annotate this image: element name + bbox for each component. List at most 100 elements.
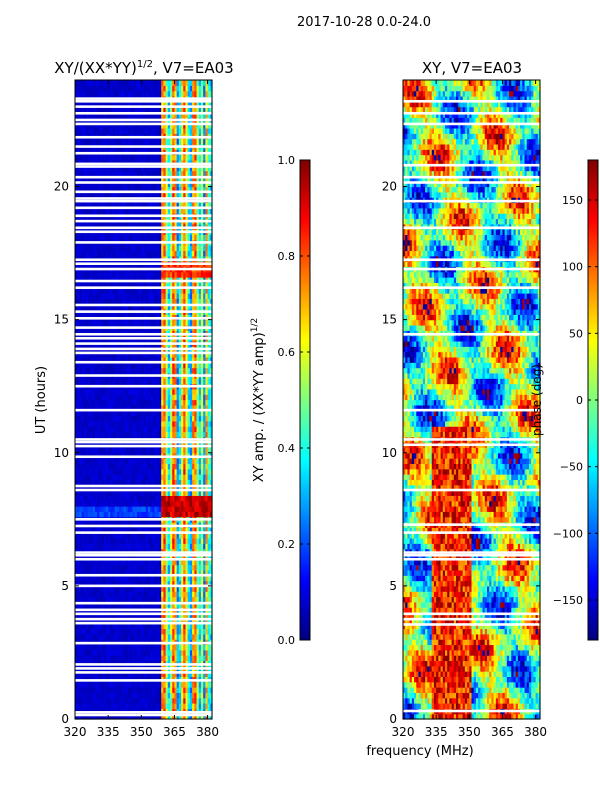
heatmap-cell xyxy=(99,474,103,480)
heatmap-cell xyxy=(75,713,78,720)
heatmap-cell xyxy=(116,569,120,576)
heatmap-cell xyxy=(130,585,134,592)
heatmap-cell xyxy=(185,569,189,576)
heatmap-cell xyxy=(134,713,138,720)
heatmap-cell xyxy=(185,596,189,603)
heatmap-cell xyxy=(198,633,202,640)
heatmap-cell xyxy=(92,564,96,571)
heatmap-cell xyxy=(192,617,195,624)
heatmap-cell xyxy=(103,543,107,550)
heatmap-cell xyxy=(174,564,178,571)
heatmap-cell xyxy=(200,617,204,624)
heatmap-cell xyxy=(189,506,193,512)
heatmap-cell xyxy=(139,484,142,491)
heatmap-cell xyxy=(147,644,151,651)
heatmap-cell xyxy=(154,500,158,507)
heatmap-cell xyxy=(189,681,193,688)
heatmap-cell xyxy=(167,687,171,693)
heatmap-cell xyxy=(132,490,136,496)
heatmap-cell xyxy=(99,484,103,491)
heatmap-cell xyxy=(176,713,180,720)
heatmap-cell xyxy=(161,527,164,534)
heatmap-cell xyxy=(150,553,153,560)
heatmap-cell xyxy=(145,511,149,518)
heatmap-cell xyxy=(134,681,138,688)
heatmap-cell xyxy=(86,612,89,619)
heatmap-cell xyxy=(189,553,193,560)
heatmap-cell xyxy=(128,585,131,592)
heatmap-cell xyxy=(94,681,98,688)
heatmap-cell xyxy=(92,601,96,608)
heatmap-cell xyxy=(178,697,182,704)
heatmap-cell xyxy=(154,681,158,688)
heatmap-cell xyxy=(156,532,160,539)
heatmap-cell xyxy=(167,564,171,571)
heatmap-cell xyxy=(189,591,193,598)
heatmap-cell xyxy=(200,649,204,656)
heatmap-cell xyxy=(134,580,138,587)
heatmap-cell xyxy=(90,687,94,693)
heatmap-cell xyxy=(139,671,142,677)
heatmap-cell xyxy=(94,479,98,486)
heatmap-cell xyxy=(205,703,209,709)
heatmap-cell xyxy=(187,601,191,608)
heatmap-cell xyxy=(187,500,191,507)
heatmap-cell xyxy=(154,591,158,598)
heatmap-cell xyxy=(119,575,122,582)
heatmap-cell xyxy=(79,628,83,635)
heatmap-cell xyxy=(150,564,153,571)
heatmap-cell xyxy=(176,681,180,688)
heatmap-cell xyxy=(207,585,211,592)
heatmap-cell xyxy=(110,697,114,704)
heatmap-cell xyxy=(77,474,81,480)
heatmap-cell xyxy=(136,681,140,688)
heatmap-cell xyxy=(136,633,140,640)
heatmap-cell xyxy=(79,617,83,624)
heatmap-cell xyxy=(130,506,134,512)
heatmap-cell xyxy=(99,628,103,635)
heatmap-cell xyxy=(158,553,162,560)
heatmap-cell xyxy=(147,681,151,688)
heatmap-cell xyxy=(86,490,89,496)
heatmap-cell xyxy=(172,623,176,630)
heatmap-cell xyxy=(116,617,120,624)
heatmap-cell xyxy=(116,506,120,512)
heatmap-cell xyxy=(145,543,149,550)
heatmap-cell xyxy=(178,559,182,566)
heatmap-cell xyxy=(110,532,114,539)
heatmap-cell xyxy=(181,655,184,662)
heatmap-cell xyxy=(128,596,131,603)
heatmap-cell xyxy=(114,543,118,550)
heatmap-cell xyxy=(83,692,87,699)
heatmap-cell xyxy=(77,591,81,598)
heatmap-cell xyxy=(200,537,204,544)
heatmap-cell xyxy=(81,490,85,496)
heatmap-cell xyxy=(103,671,107,677)
heatmap-cell xyxy=(136,671,140,677)
heatmap-cell xyxy=(178,569,182,576)
heatmap-cell xyxy=(88,628,92,635)
heatmap-cell xyxy=(86,532,89,539)
heatmap-cell xyxy=(145,628,149,635)
heatmap-cell xyxy=(194,628,198,635)
heatmap-cell xyxy=(181,633,184,640)
heatmap-cell xyxy=(86,623,89,630)
heatmap-cell xyxy=(132,591,136,598)
heatmap-cell xyxy=(81,681,85,688)
heatmap-cell xyxy=(79,713,83,720)
heatmap-cell xyxy=(189,532,193,539)
heatmap-cell xyxy=(108,500,111,507)
heatmap-cell xyxy=(203,580,206,587)
heatmap-cell xyxy=(105,649,109,656)
heatmap-cell xyxy=(181,490,184,496)
heatmap-cell xyxy=(181,506,184,512)
heatmap-cell xyxy=(163,484,167,491)
heatmap-cell xyxy=(152,575,156,582)
heatmap-cell xyxy=(203,617,206,624)
heatmap-cell xyxy=(170,506,173,512)
heatmap-cell xyxy=(81,697,85,704)
heatmap-cell xyxy=(152,628,156,635)
heatmap-cell xyxy=(79,703,83,709)
heatmap-cell xyxy=(145,532,149,539)
heatmap-cell xyxy=(114,681,118,688)
